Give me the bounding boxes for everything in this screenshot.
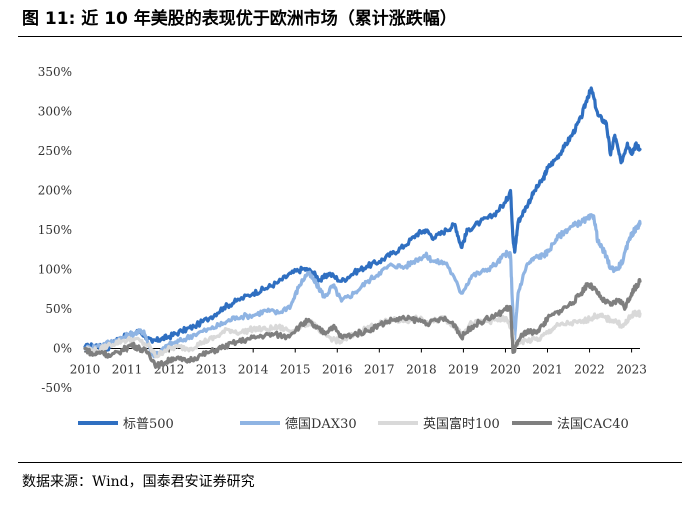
x-tick-label: 2018 (406, 363, 437, 377)
y-tick-label: 0% (53, 342, 72, 356)
y-tick-label: -50% (41, 381, 72, 395)
x-tick-label: 2011 (112, 363, 143, 377)
legend-label: 标普500 (123, 417, 174, 432)
y-tick-label: 250% (38, 144, 72, 158)
x-tick-label: 2022 (574, 363, 605, 377)
x-tick-label: 2019 (448, 363, 479, 377)
x-tick-label: 2017 (364, 363, 395, 377)
x-tick-label: 2021 (532, 363, 563, 377)
series-line-1 (83, 213, 642, 359)
x-tick-label: 2013 (196, 363, 227, 377)
series-line-3 (83, 278, 642, 370)
x-tick-label: 2010 (70, 363, 101, 377)
y-tick-label: 300% (38, 105, 72, 119)
y-tick-label: 350% (38, 65, 72, 79)
x-tick-label: 2015 (280, 363, 311, 377)
y-tick-label: 50% (45, 302, 72, 316)
series-line-0 (83, 86, 642, 353)
y-tick-label: 150% (38, 223, 72, 237)
x-tick-label: 2014 (238, 363, 269, 377)
x-tick-label: 2020 (490, 363, 521, 377)
series-line-2 (83, 309, 642, 359)
line-chart: 350% 300% 250% 200% 150% 100% 50% 0% -50% 2010 201… (38, 65, 647, 432)
x-tick-label: 2023 (616, 363, 647, 377)
source-note: 数据来源：Wind，国泰君安证券研究 (22, 474, 255, 490)
title-underline (18, 36, 682, 37)
legend-label: 德国DAX30 (285, 417, 357, 432)
figure-title: 图 11: 近 10 年美股的表现优于欧洲市场（累计涨跌幅） (22, 9, 457, 29)
footer-rule (18, 462, 682, 463)
legend-label: 英国富时100 (423, 416, 500, 432)
x-tick-label: 2016 (322, 363, 353, 377)
y-tick-label: 100% (38, 263, 72, 277)
legend-label: 法国CAC40 (557, 417, 629, 432)
y-tick-label: 200% (38, 184, 72, 198)
